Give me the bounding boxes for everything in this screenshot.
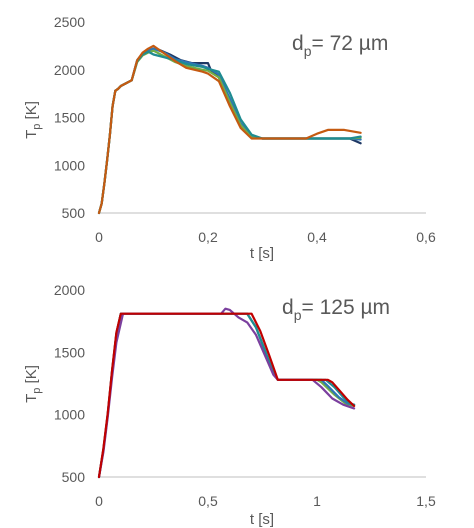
series-line-1 [97, 47, 362, 215]
y-tick-label: 500 [62, 205, 86, 221]
y-tick-label: 1500 [54, 110, 85, 126]
series-line-5 [97, 312, 356, 479]
y-tick-label: 1000 [54, 407, 85, 423]
chart2-y-tick-labels: 500 1000 1500 2000 [54, 282, 85, 485]
chart-dp-125um: 0 0,5 1 1,5 500 1000 1500 2000 t [s] Tp [K] dp… [23, 282, 436, 528]
chart2-series-lines [97, 307, 356, 479]
series-line-2 [97, 47, 362, 215]
series-line-1 [97, 312, 356, 479]
y-tick-label: 1500 [54, 344, 85, 360]
series-line-2 [97, 312, 356, 479]
x-tick-label: 0,4 [307, 229, 327, 245]
x-tick-label: 1,5 [416, 493, 436, 509]
chart1-y-tick-labels: 500 1000 1500 2000 2500 [54, 14, 85, 221]
chart2-y-axis-title: Tp [K] [23, 365, 43, 403]
series-line-3 [97, 312, 356, 479]
x-tick-label: 0,6 [416, 229, 436, 245]
x-tick-label: 0,2 [198, 229, 218, 245]
chart1-x-tick-labels: 0 0,2 0,4 0,6 [95, 229, 436, 245]
y-tick-label: 2500 [54, 14, 85, 30]
chart1-x-axis-title: t [s] [250, 245, 274, 262]
y-tick-label: 2000 [54, 62, 85, 78]
series-line-5 [97, 44, 362, 215]
chart1-y-axis-title: Tp [K] [23, 101, 43, 139]
chart-dp-72um: 0 0,2 0,4 0,6 500 1000 1500 2000 2500 t [s] Tp … [23, 14, 436, 262]
x-tick-label: 0 [95, 493, 103, 509]
y-tick-label: 1000 [54, 157, 85, 173]
chart2-x-tick-labels: 0 0,5 1 1,5 [95, 493, 436, 509]
series-line-4 [97, 307, 356, 479]
y-tick-label: 500 [62, 469, 86, 485]
x-tick-label: 1 [313, 493, 321, 509]
x-tick-label: 0,5 [198, 493, 218, 509]
y-tick-label: 2000 [54, 282, 85, 298]
chart1-series-lines [97, 44, 362, 215]
chart2-annotation: dp= 125 µm [282, 296, 390, 323]
x-tick-label: 0 [95, 229, 103, 245]
chart2-x-axis-title: t [s] [250, 511, 274, 528]
chart1-annotation: dp= 72 µm [292, 32, 388, 59]
